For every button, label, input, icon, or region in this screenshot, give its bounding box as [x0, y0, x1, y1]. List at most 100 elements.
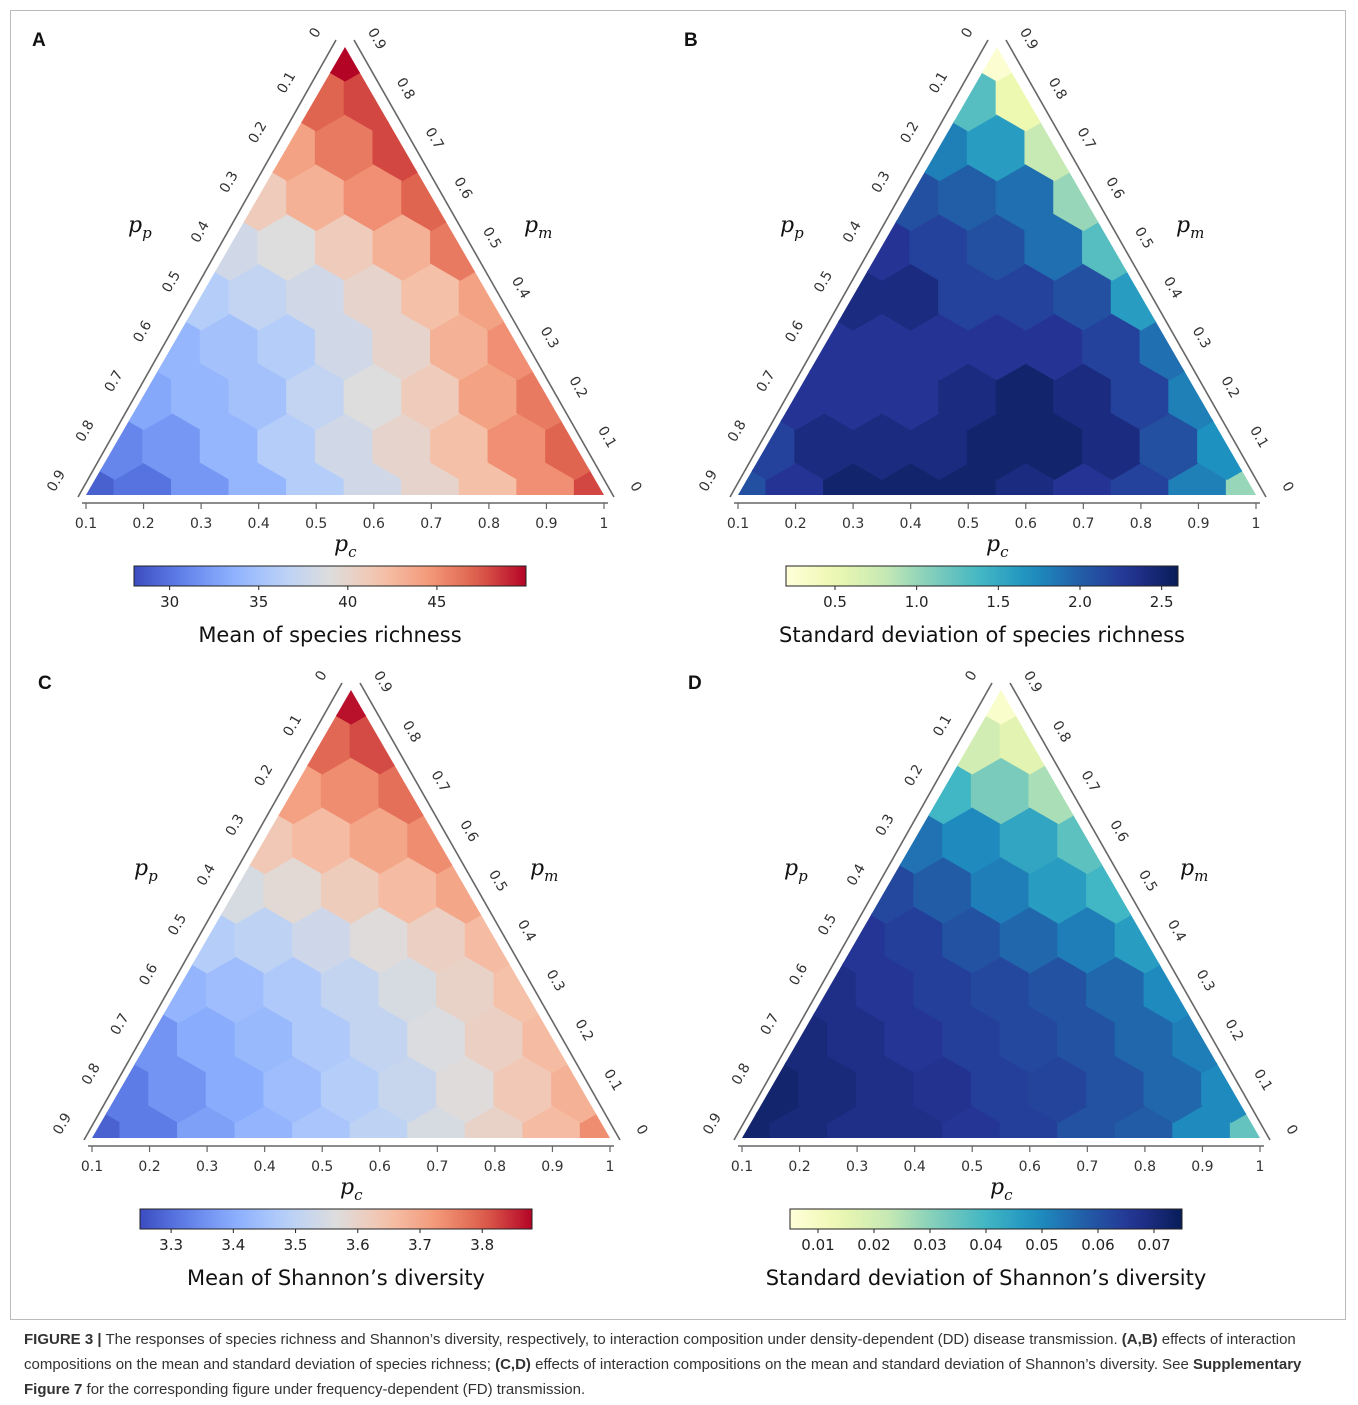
right-tick-label: 0.8 — [1045, 75, 1070, 102]
colorbar-label: Standard deviation of species richness — [779, 623, 1185, 647]
hexbin-cell — [314, 47, 376, 82]
colorbar-label: Mean of Shannon’s diversity — [187, 1266, 485, 1290]
caption-label: FIGURE 3 | — [24, 1331, 102, 1348]
left-tick-label: 0.7 — [754, 368, 779, 395]
bottom-tick-label: 0.3 — [196, 1159, 218, 1175]
left-axis-label: pp — [784, 856, 808, 885]
left-tick-label: 0.8 — [725, 418, 750, 445]
right-tick-label: 0.2 — [1221, 1017, 1246, 1044]
bottom-tick-label: 0.5 — [961, 1159, 983, 1175]
right-tick-label: 0.6 — [450, 175, 475, 202]
right-tick-label: 0.7 — [1074, 125, 1099, 152]
right-tick-label: 0.5 — [1135, 867, 1160, 894]
colorbar — [133, 565, 527, 587]
left-axis-line — [83, 682, 343, 1141]
bottom-tick-label: 0.4 — [248, 516, 270, 532]
bottom-tick-label: 0.9 — [541, 1159, 563, 1175]
hexbin-cell — [966, 47, 1028, 82]
right-axis-line — [1005, 39, 1267, 498]
colorbar-tick-label: 0.03 — [913, 1236, 946, 1254]
left-tick-label: 0.5 — [165, 911, 190, 938]
bottom-tick-label: 0.9 — [535, 516, 557, 532]
colorbar — [785, 565, 1179, 587]
panel-c-hexbins — [92, 690, 610, 1138]
right-tick-label: 0.3 — [543, 967, 568, 994]
bottom-tick-label: 0.8 — [1134, 1159, 1156, 1175]
panel-a-letter: A — [32, 30, 46, 51]
left-tick-label: 0.4 — [844, 861, 869, 888]
left-axis-line — [77, 39, 337, 498]
left-axis-line — [729, 39, 989, 498]
left-tick-label: 0.6 — [782, 318, 807, 345]
left-tick-label: 0.9 — [696, 467, 721, 494]
right-tick-label: 0.1 — [594, 424, 619, 451]
right-tick-label: 0.3 — [1193, 967, 1218, 994]
bottom-tick-label: 0.6 — [1015, 516, 1037, 532]
right-tick-label: 0.9 — [364, 25, 389, 52]
right-tick-label: 0.1 — [600, 1067, 625, 1094]
left-tick-label: 0.7 — [758, 1011, 783, 1038]
left-tick-label: 0.4 — [194, 861, 219, 888]
right-tick-label: 0.2 — [571, 1017, 596, 1044]
caption-text-2: effects of interaction compositions on t… — [24, 1331, 1296, 1373]
left-tick-label: 0 — [962, 668, 980, 684]
right-tick-label: 0.1 — [1250, 1067, 1275, 1094]
caption-bold-2: (C,D) — [495, 1356, 531, 1373]
colorbar-tick-label: 45 — [427, 593, 446, 611]
bottom-tick-label: 0.8 — [484, 1159, 506, 1175]
right-tick-label: 0.8 — [399, 718, 424, 745]
caption-text-3: effects of interaction compositions on t… — [530, 1356, 1194, 1373]
right-tick-label: 0.8 — [1049, 718, 1074, 745]
right-tick-label: 0.4 — [1160, 274, 1185, 301]
colorbar-tick-label: 1.0 — [905, 593, 929, 611]
left-tick-label: 0.7 — [108, 1011, 133, 1038]
left-tick-label: 0.1 — [280, 712, 305, 739]
colorbar-tick-label: 0.01 — [801, 1236, 834, 1254]
bottom-tick-label: 0.5 — [957, 516, 979, 532]
bottom-tick-label: 0.6 — [369, 1159, 391, 1175]
left-tick-label: 0.9 — [700, 1110, 725, 1137]
right-tick-label: 0 — [1282, 1122, 1300, 1138]
right-tick-label: 0.9 — [370, 668, 395, 695]
bottom-tick-label: 0.3 — [842, 516, 864, 532]
panel-a-axes — [77, 39, 615, 504]
left-tick-label: 0 — [306, 25, 324, 41]
bottom-tick-label: 0.5 — [311, 1159, 333, 1175]
right-tick-label: 0 — [626, 479, 644, 495]
left-tick-label: 0.8 — [79, 1061, 104, 1088]
left-tick-label: 0.3 — [223, 812, 248, 839]
bottom-tick-label: 0.6 — [363, 516, 385, 532]
bottom-tick-label: 0.1 — [727, 516, 749, 532]
panel-b-hexbins — [738, 47, 1256, 495]
colorbar-tick-label: 1.5 — [986, 593, 1010, 611]
colorbar-tick-label: 3.5 — [284, 1236, 308, 1254]
right-tick-label: 0.2 — [1217, 374, 1242, 401]
hexbin-cell — [970, 690, 1032, 725]
colorbar-tick-label: 3.8 — [470, 1236, 494, 1254]
left-axis-line — [733, 682, 993, 1141]
left-tick-label: 0.4 — [188, 218, 213, 245]
left-tick-label: 0.5 — [811, 268, 836, 295]
bottom-tick-label: 0.9 — [1191, 1159, 1213, 1175]
bottom-tick-label: 1 — [606, 1159, 615, 1175]
right-tick-label: 0.5 — [485, 867, 510, 894]
bottom-tick-label: 0.7 — [1072, 516, 1094, 532]
panel-d-axes — [733, 682, 1271, 1147]
bottom-tick-label: 0.7 — [426, 1159, 448, 1175]
bottom-axis-label: pc — [334, 532, 357, 561]
left-tick-label: 0.3 — [873, 812, 898, 839]
bottom-tick-label: 0.2 — [784, 516, 806, 532]
right-axis-label: pm — [1180, 856, 1208, 885]
left-tick-label: 0.5 — [815, 911, 840, 938]
colorbar-tick-label: 0.07 — [1137, 1236, 1170, 1254]
left-axis-label: pp — [128, 213, 152, 242]
right-tick-label: 0.3 — [537, 324, 562, 351]
left-tick-label: 0.2 — [901, 762, 926, 789]
right-tick-label: 0.3 — [1189, 324, 1214, 351]
panel-b-chart: B0.1 0.2 0.3 0.4 0.5 0.6 0.7 0.8 0.9 100.10.20.30… — [684, 25, 1297, 647]
left-tick-label: 0 — [958, 25, 976, 41]
bottom-tick-label: 0.3 — [846, 1159, 868, 1175]
bottom-tick-label: 1 — [1256, 1159, 1265, 1175]
bottom-tick-label: 0.2 — [788, 1159, 810, 1175]
bottom-tick-label: 0.8 — [478, 516, 500, 532]
